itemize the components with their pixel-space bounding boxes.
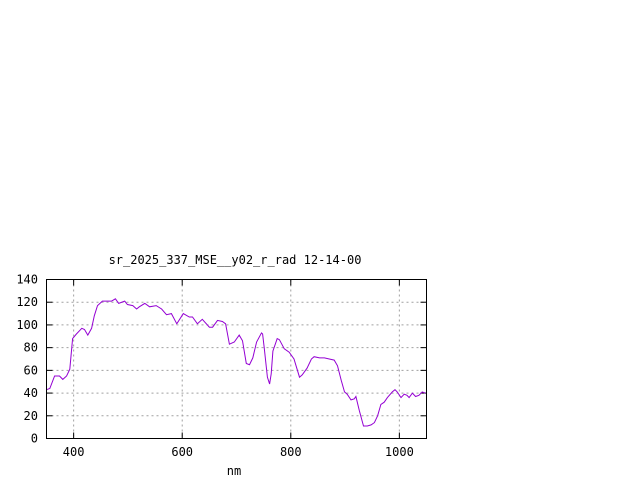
y-tick-label: 140 <box>16 273 38 287</box>
x-tick-label: 1000 <box>385 445 414 459</box>
y-tick-label: 120 <box>16 295 38 309</box>
series-line <box>46 298 426 427</box>
grid <box>46 279 427 439</box>
y-tick-label: 20 <box>24 409 38 423</box>
plot-border <box>46 279 427 439</box>
chart-title: sr_2025_337_MSE__y02_r_rad 12-14-00 <box>109 253 362 267</box>
ticks: 0 20 40 60 80 100 120 140 400 600 800 1000 <box>16 273 427 459</box>
x-axis-label: nm <box>227 464 241 478</box>
y-tick-label: 100 <box>16 318 38 332</box>
x-tick-label: 400 <box>63 445 85 459</box>
y-tick-label: 40 <box>24 386 38 400</box>
x-tick-label: 800 <box>280 445 302 459</box>
y-tick-label: 0 <box>31 432 38 446</box>
y-tick-label: 80 <box>24 341 38 355</box>
y-tick-label: 60 <box>24 363 38 377</box>
x-tick-label: 600 <box>171 445 193 459</box>
